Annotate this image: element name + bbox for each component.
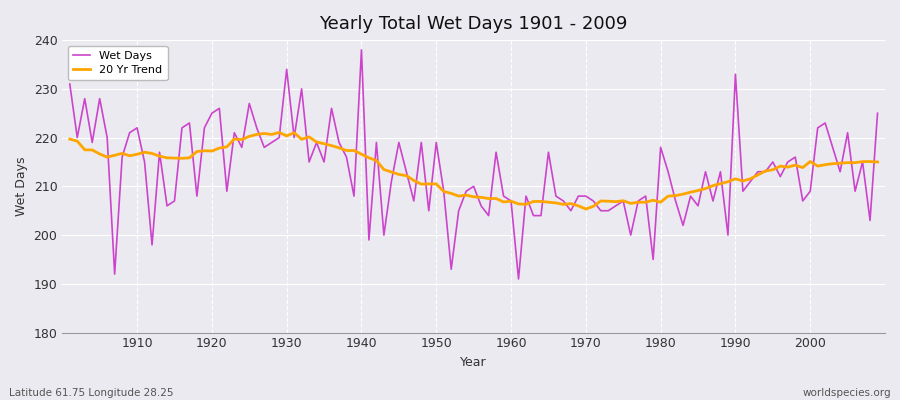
X-axis label: Year: Year [460, 356, 487, 369]
20 Yr Trend [341, 148, 352, 153]
Wet Days [124, 130, 135, 135]
Wet Days [334, 140, 345, 145]
20 Yr Trend [124, 153, 135, 158]
Text: worldspecies.org: worldspecies.org [803, 388, 891, 398]
Wet Days [506, 198, 517, 203]
Wet Days [513, 276, 524, 281]
20 Yr Trend [872, 160, 883, 164]
Wet Days [610, 204, 621, 208]
20 Yr Trend [513, 202, 524, 206]
Title: Yearly Total Wet Days 1901 - 2009: Yearly Total Wet Days 1901 - 2009 [320, 15, 628, 33]
20 Yr Trend [610, 199, 621, 204]
Wet Days [65, 82, 76, 86]
20 Yr Trend [506, 199, 517, 204]
Wet Days [289, 135, 300, 140]
Legend: Wet Days, 20 Yr Trend: Wet Days, 20 Yr Trend [68, 46, 167, 80]
20 Yr Trend [580, 207, 591, 212]
20 Yr Trend [65, 137, 76, 142]
Y-axis label: Wet Days: Wet Days [15, 156, 28, 216]
Wet Days [520, 194, 531, 198]
Wet Days [872, 111, 883, 116]
Wet Days [356, 48, 367, 52]
Line: Wet Days: Wet Days [70, 50, 878, 279]
20 Yr Trend [274, 130, 284, 135]
20 Yr Trend [296, 137, 307, 142]
Line: 20 Yr Trend: 20 Yr Trend [70, 132, 878, 209]
Text: Latitude 61.75 Longitude 28.25: Latitude 61.75 Longitude 28.25 [9, 388, 174, 398]
